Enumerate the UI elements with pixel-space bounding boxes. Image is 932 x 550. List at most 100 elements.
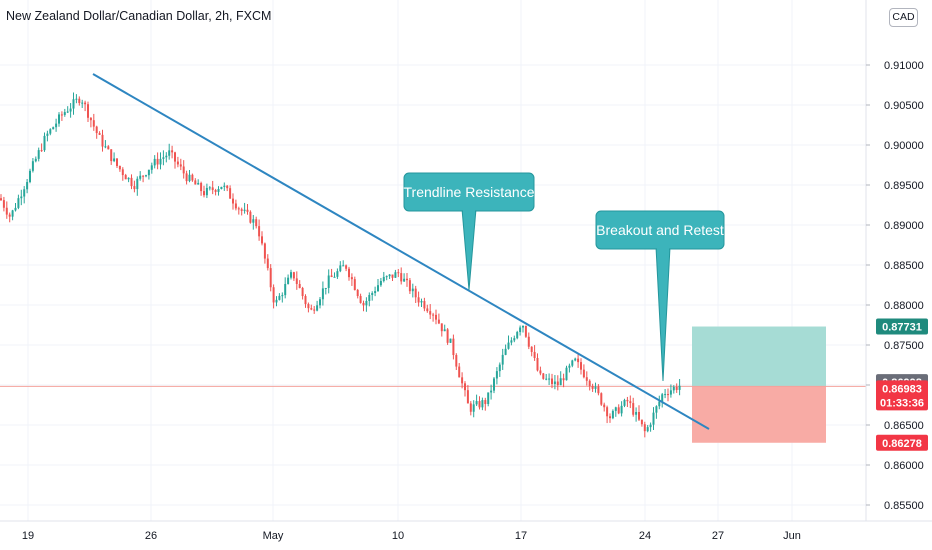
candle-body: [110, 149, 113, 162]
candle-body: [263, 243, 266, 259]
candle-body: [174, 152, 176, 162]
candle-body: [290, 272, 292, 278]
x-tick-label: 26: [145, 530, 157, 542]
candle-body: [333, 276, 336, 278]
candle-body: [168, 150, 171, 156]
candle-body: [539, 370, 542, 374]
risk-reward-zones[interactable]: [692, 326, 826, 443]
candle-body: [147, 169, 150, 176]
candle-body: [176, 161, 179, 165]
candle-body: [234, 203, 237, 209]
candle-body: [37, 150, 40, 159]
candle-body: [69, 108, 72, 112]
candle-body: [60, 114, 63, 116]
last-price-label-bg: [876, 380, 928, 411]
candle-body: [278, 295, 281, 300]
candle-body: [466, 390, 469, 404]
candle-body: [371, 293, 374, 295]
candle-body: [345, 265, 348, 269]
candle-body: [672, 386, 675, 391]
candle-body: [493, 378, 495, 391]
candle-body: [214, 190, 217, 192]
candle-body: [313, 309, 316, 311]
candle-body: [98, 133, 101, 135]
y-tick-label: 0.87500: [884, 340, 924, 352]
candle-body: [40, 150, 43, 152]
candle-body: [391, 274, 394, 278]
candle-body: [217, 188, 220, 192]
y-tick-label: 0.90000: [884, 140, 924, 152]
candle-body: [411, 288, 414, 292]
candle-body: [545, 378, 548, 380]
candle-body: [321, 288, 324, 300]
candle-body: [133, 186, 136, 190]
candle-body: [446, 329, 449, 343]
stop-price-label-text: 0.86278: [882, 438, 922, 450]
candle-body: [356, 289, 359, 297]
y-tick-label: 0.86000: [884, 460, 924, 472]
candle-body: [203, 191, 205, 196]
candle-body: [635, 411, 638, 415]
candle-body: [17, 198, 20, 208]
candle-body: [295, 278, 298, 284]
candle-body: [556, 381, 559, 386]
candle-body: [423, 301, 426, 309]
candle-body: [527, 336, 530, 347]
last-price-label-text: 01:33:36: [880, 397, 924, 409]
candle-body: [458, 366, 461, 378]
last-price-label-text: 0.86983: [882, 383, 922, 395]
candle-body: [287, 277, 290, 284]
candle-body: [20, 196, 23, 199]
candle-body: [226, 185, 229, 189]
candle-body: [252, 219, 255, 223]
candle-body: [232, 198, 234, 204]
price-axis[interactable]: 0.91000 0.90500 0.90000 0.89500 0.89000 0.885…: [865, 0, 924, 521]
candle-body: [153, 158, 156, 166]
candle-body: [600, 393, 603, 405]
candle-body: [142, 175, 145, 177]
loss-zone: [692, 386, 826, 443]
candle-body: [406, 278, 408, 281]
candle-body: [339, 265, 342, 272]
x-tick-label: 24: [639, 530, 651, 542]
callout-join: [657, 246, 669, 250]
candle-body: [139, 175, 142, 179]
candle-body: [548, 378, 551, 380]
candle-body: [614, 407, 617, 411]
candle-body: [452, 338, 455, 356]
candle-body: [675, 386, 678, 390]
candle-body: [611, 410, 614, 419]
candle-body: [597, 386, 600, 394]
candle-body: [159, 158, 162, 165]
candle-body: [565, 367, 568, 381]
candle-body: [211, 187, 214, 191]
time-axis[interactable]: 19 26 May 10 17 24 27 Jun: [0, 520, 932, 542]
candle-body: [310, 308, 313, 310]
candle-body: [55, 123, 58, 128]
candle-body: [658, 401, 661, 407]
candle-body: [353, 279, 356, 290]
candle-body: [606, 407, 609, 417]
candle-body: [249, 211, 252, 223]
candle-body: [652, 412, 655, 425]
candle-body: [516, 332, 519, 339]
candle-body: [220, 186, 223, 189]
target-price-label-bg: [876, 318, 928, 335]
candle-body: [8, 214, 11, 217]
candle-body: [78, 98, 81, 104]
trendline[interactable]: [92, 73, 710, 430]
candle-body: [478, 401, 481, 408]
candle-body: [522, 325, 524, 328]
callout-pointer: [655, 246, 671, 382]
candle-body: [95, 126, 98, 134]
candle-body: [498, 364, 501, 372]
candle-body: [420, 301, 423, 303]
currency-button[interactable]: CAD: [889, 8, 918, 27]
candle-body: [5, 207, 8, 215]
candle-body: [533, 351, 536, 358]
candle-body: [243, 209, 246, 211]
candle-body: [629, 401, 632, 404]
candle-body: [495, 371, 498, 379]
